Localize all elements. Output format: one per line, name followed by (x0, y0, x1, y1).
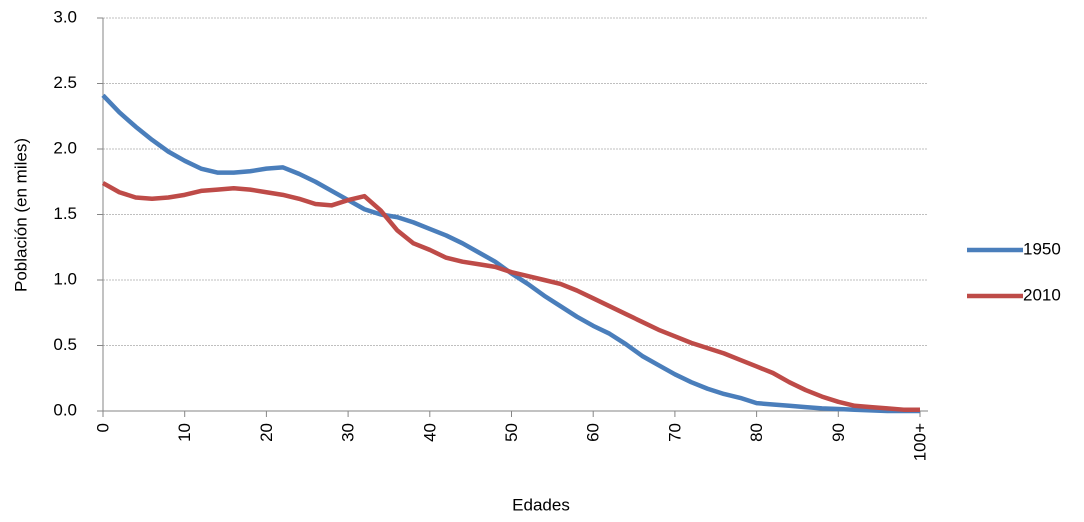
x-tick-label: 20 (257, 423, 276, 442)
line-series (101, 93, 920, 414)
y-tick-label: 2.0 (53, 138, 77, 157)
x-tick-label: 50 (502, 423, 521, 442)
y-tick-label: 2.5 (53, 73, 77, 92)
y-axis-label: Población (en miles) (11, 138, 30, 292)
y-tick-label: 3.0 (53, 7, 77, 26)
legend-label: 2010 (1023, 285, 1061, 304)
y-tick-label: 1.5 (53, 204, 77, 223)
y-tick-label: 1.0 (53, 269, 77, 288)
x-tick-label: 80 (747, 423, 766, 442)
y-tick-label: 0.5 (53, 335, 77, 354)
x-tick-label: 40 (420, 423, 439, 442)
x-tick-label: 100+ (911, 423, 930, 461)
x-axis-label: Edades (512, 495, 570, 514)
x-tick-label: 60 (584, 423, 603, 442)
x-tick-label: 70 (665, 423, 684, 442)
x-tick-label: 0 (94, 423, 113, 432)
line-series (101, 181, 920, 412)
x-tick-label: 90 (829, 423, 848, 442)
legend-label: 1950 (1023, 239, 1061, 258)
x-tick-label: 10 (175, 423, 194, 442)
y-tick-label: 0.0 (53, 400, 77, 419)
x-tick-label: 30 (339, 423, 358, 442)
